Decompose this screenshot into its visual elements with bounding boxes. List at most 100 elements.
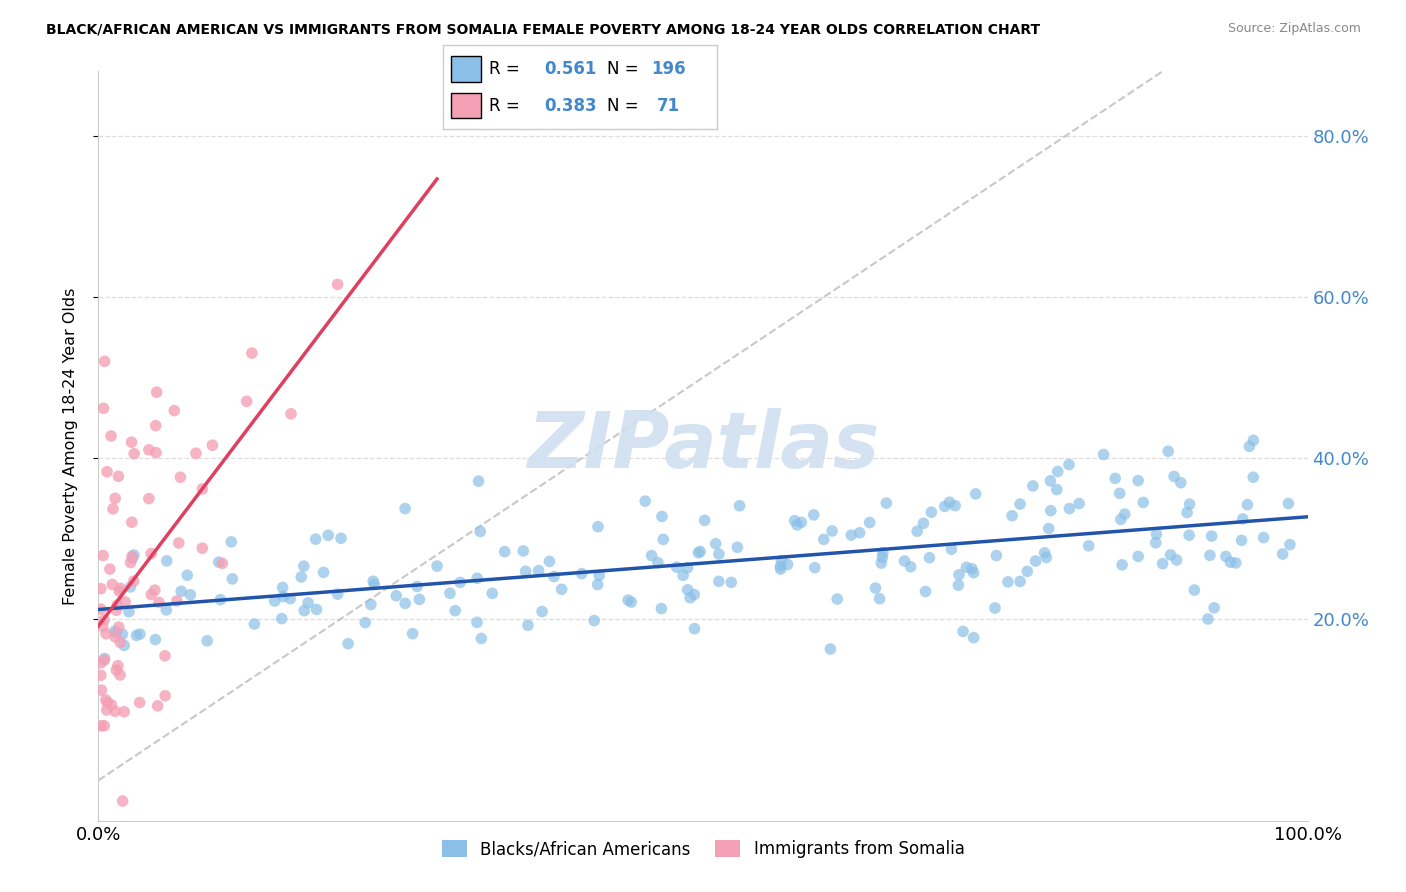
Point [326, 277, 349, 292]
Point [770, 553, 793, 567]
Point [465, 571, 488, 585]
Point [1092, 448, 1115, 462]
Point [1146, 527, 1168, 541]
Point [679, 591, 702, 605]
Point [962, 566, 984, 580]
Point [107, 620, 129, 634]
Point [1204, 600, 1226, 615]
Point [170, 584, 193, 599]
Text: 0.383: 0.383 [544, 96, 598, 114]
Point [271, 581, 294, 595]
Text: N =: N = [607, 60, 644, 78]
Point [153, 648, 176, 663]
Point [166, 594, 188, 608]
Point [1253, 531, 1275, 545]
Point [820, 642, 842, 657]
Point [783, 514, 806, 528]
Point [312, 566, 335, 580]
Point [515, 565, 537, 579]
Point [145, 385, 167, 400]
Point [813, 533, 835, 547]
Point [105, 598, 128, 612]
Point [105, 663, 128, 677]
Point [1201, 529, 1223, 543]
Point [543, 569, 565, 583]
Point [1046, 483, 1069, 497]
Point [1175, 506, 1198, 520]
Point [108, 668, 131, 682]
Point [869, 591, 891, 606]
Point [1271, 547, 1294, 561]
Point [120, 580, 142, 594]
Point [316, 528, 339, 542]
Point [100, 698, 122, 712]
Point [209, 592, 232, 607]
Text: 0.561: 0.561 [544, 60, 596, 78]
Point [516, 618, 538, 632]
Point [270, 612, 292, 626]
Point [825, 592, 848, 607]
Text: BLACK/AFRICAN AMERICAN VS IMMIGRANTS FROM SOMALIA FEMALE POVERTY AMONG 18-24 YEA: BLACK/AFRICAN AMERICAN VS IMMIGRANTS FRO… [46, 22, 1040, 37]
Point [1160, 548, 1182, 562]
Point [769, 562, 792, 576]
Point [872, 546, 894, 560]
Point [208, 555, 231, 569]
Point [1157, 444, 1180, 458]
Point [105, 603, 128, 617]
Point [90, 719, 112, 733]
Point [191, 541, 214, 556]
Point [235, 394, 257, 409]
Point [948, 578, 970, 592]
Point [704, 537, 727, 551]
Point [586, 577, 609, 591]
Point [918, 550, 941, 565]
Point [93, 653, 115, 667]
Point [494, 544, 516, 558]
Point [1144, 536, 1167, 550]
Point [1219, 555, 1241, 569]
Point [219, 534, 242, 549]
Point [1132, 495, 1154, 509]
Point [912, 516, 935, 531]
Point [1022, 479, 1045, 493]
Point [790, 516, 813, 530]
Point [121, 551, 143, 566]
Point [297, 596, 319, 610]
Point [965, 487, 987, 501]
Point [361, 574, 384, 589]
Point [179, 588, 201, 602]
Point [93, 401, 115, 416]
Point [1163, 469, 1185, 483]
Text: 196: 196 [651, 60, 686, 78]
Point [652, 533, 675, 547]
Point [176, 568, 198, 582]
Point [118, 605, 141, 619]
Point [90, 683, 112, 698]
Point [104, 704, 127, 718]
Point [90, 656, 112, 670]
Point [588, 568, 610, 582]
Point [101, 502, 124, 516]
Point [647, 556, 669, 570]
Point [280, 407, 302, 421]
Point [665, 560, 688, 574]
Point [163, 403, 186, 417]
Point [360, 598, 382, 612]
Point [527, 564, 550, 578]
Point [155, 603, 177, 617]
Point [1278, 538, 1301, 552]
Point [93, 719, 115, 733]
Point [91, 549, 114, 563]
Point [90, 602, 112, 616]
Point [905, 524, 928, 539]
Point [1035, 550, 1057, 565]
Point [354, 615, 377, 630]
Point [960, 562, 983, 576]
Point [153, 689, 176, 703]
Point [1046, 465, 1069, 479]
Point [707, 547, 730, 561]
Point [112, 639, 135, 653]
Point [728, 499, 751, 513]
Point [143, 632, 166, 647]
Point [145, 418, 167, 433]
